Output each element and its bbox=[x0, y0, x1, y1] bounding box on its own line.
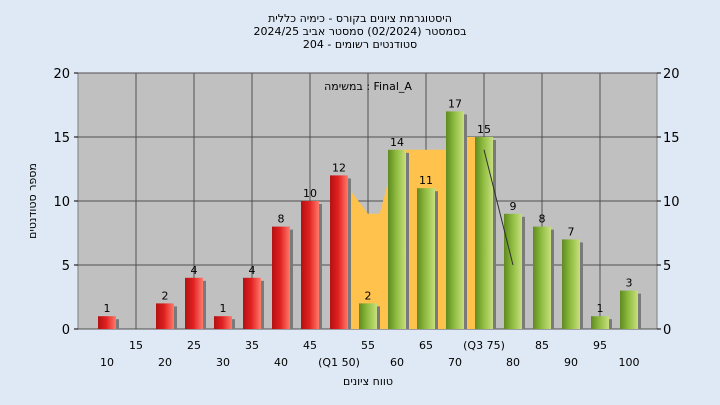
bar-value-label: 11 bbox=[419, 174, 433, 187]
x-tick-label: 100 bbox=[619, 356, 640, 369]
bar-value-label: 15 bbox=[477, 123, 491, 136]
x-tick-label: 95 bbox=[593, 339, 607, 352]
y-axis-label: מספר סטודנטים bbox=[26, 163, 39, 239]
x-tick-label: 80 bbox=[506, 356, 520, 369]
bar-value-label: 2 bbox=[162, 289, 169, 302]
title-line-2: בסמסטר (02/2024) סמסטר אביב 2024/25 bbox=[253, 25, 466, 38]
y-tick-label-right: 0 bbox=[663, 323, 671, 338]
bar-20 bbox=[156, 303, 174, 329]
y-tick-label-right: 10 bbox=[663, 195, 680, 210]
x-tick-label: 85 bbox=[535, 339, 549, 352]
x-tick-label: (Q1 50) bbox=[318, 356, 360, 369]
x-tick-label: 70 bbox=[448, 356, 462, 369]
bar-60 bbox=[388, 149, 406, 329]
bar-50 bbox=[330, 175, 348, 329]
title-line-1: היסטוגרמת ציונים בקורס - כימיה כללית bbox=[268, 12, 452, 25]
bar-100 bbox=[620, 290, 638, 329]
bar-value-label: 1 bbox=[220, 302, 227, 315]
chart-annotation: במשימה : Final_A bbox=[324, 80, 412, 93]
y-tick-label-right: 5 bbox=[663, 259, 671, 274]
bar-40 bbox=[272, 226, 290, 329]
y-tick-label-left: 0 bbox=[62, 323, 70, 338]
bar-value-label: 9 bbox=[510, 200, 517, 213]
title-line-3: סטודנטים רשומים - 204 bbox=[303, 38, 417, 51]
bar-value-label: 8 bbox=[539, 213, 546, 226]
x-tick-label: (Q3 75) bbox=[463, 339, 505, 352]
x-axis-ticks: 10 15 20 25 30 35 40 45(Q1 50)55 60 65 70(Q3 75)80… bbox=[100, 339, 640, 369]
bar-95 bbox=[591, 316, 609, 329]
bar-value-label: 8 bbox=[278, 213, 285, 226]
x-tick-label: 30 bbox=[216, 356, 230, 369]
y-axis-left: 0 5 10 15 20 bbox=[53, 67, 78, 338]
bar-value-label: 1 bbox=[104, 302, 111, 315]
bar-value-label: 4 bbox=[249, 264, 256, 277]
trend-line bbox=[483, 149, 514, 266]
y-tick-label-left: 20 bbox=[53, 67, 70, 82]
x-tick-label: 60 bbox=[390, 356, 404, 369]
bar-value-label: 17 bbox=[448, 97, 462, 110]
y-tick-label-left: 15 bbox=[53, 131, 70, 146]
y-tick-label-left: 5 bbox=[62, 259, 70, 274]
bar-65 bbox=[417, 188, 435, 329]
bar-25 bbox=[185, 277, 203, 329]
x-tick-label: 15 bbox=[129, 339, 143, 352]
y-tick-label-right: 15 bbox=[663, 131, 680, 146]
bar-30 bbox=[214, 316, 232, 329]
bar-55 bbox=[359, 303, 377, 329]
x-tick-label: 20 bbox=[158, 356, 172, 369]
bar-80 bbox=[504, 213, 522, 329]
chart-title: היסטוגרמת ציונים בקורס - כימיה כללית בסמ… bbox=[253, 12, 466, 51]
bar-90 bbox=[562, 239, 580, 329]
x-tick-label: 35 bbox=[245, 339, 259, 352]
y-axis-right: 0 5 10 15 20 bbox=[657, 67, 680, 338]
bar-70 bbox=[446, 111, 464, 330]
x-tick-label: 40 bbox=[274, 356, 288, 369]
bar-45 bbox=[301, 201, 319, 329]
bars bbox=[98, 111, 641, 330]
x-tick-label: 45 bbox=[303, 339, 317, 352]
bar-value-label: 1 bbox=[597, 302, 604, 315]
bar-85 bbox=[533, 226, 551, 329]
bar-value-label: 2 bbox=[365, 289, 372, 302]
bar-value-label: 7 bbox=[568, 225, 575, 238]
x-tick-label: 25 bbox=[187, 339, 201, 352]
y-tick-label-right: 20 bbox=[663, 67, 680, 82]
x-tick-label: 10 bbox=[100, 356, 114, 369]
x-tick-label: 90 bbox=[564, 356, 578, 369]
y-tick-label-left: 10 bbox=[53, 195, 70, 210]
bar-value-label: 4 bbox=[191, 264, 198, 277]
bar-35 bbox=[243, 277, 261, 329]
bar-value-label: 14 bbox=[390, 136, 404, 149]
bar-10 bbox=[98, 316, 116, 329]
x-tick-label: 55 bbox=[361, 339, 375, 352]
bar-value-label: 3 bbox=[626, 277, 633, 290]
bar-value-label: 12 bbox=[332, 161, 346, 174]
bar-75 bbox=[475, 137, 493, 329]
trend-line-path bbox=[483, 149, 514, 266]
x-tick-label: 65 bbox=[419, 339, 433, 352]
bar-value-label: 10 bbox=[303, 187, 317, 200]
x-axis-label: טווח ציונים bbox=[343, 375, 393, 388]
